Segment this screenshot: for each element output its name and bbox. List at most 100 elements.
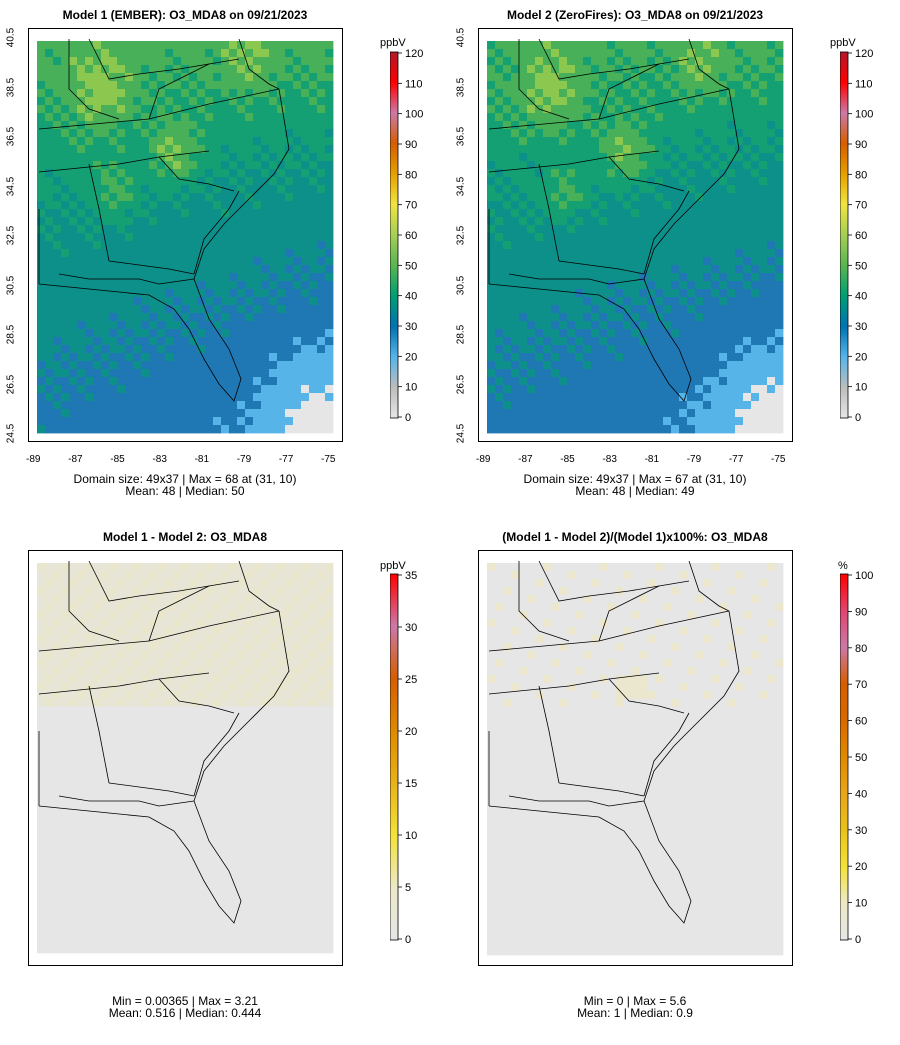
grid-cell bbox=[615, 185, 624, 194]
grid-cell bbox=[141, 305, 150, 314]
grid-cell bbox=[237, 658, 246, 667]
grid-cell bbox=[687, 97, 696, 106]
grid-cell bbox=[309, 674, 318, 683]
grid-cell bbox=[743, 345, 752, 354]
grid-cell bbox=[591, 57, 600, 66]
grid-cell bbox=[719, 177, 728, 186]
grid-cell bbox=[527, 201, 536, 210]
grid-cell bbox=[173, 281, 182, 290]
grid-cell bbox=[141, 594, 150, 604]
grid-cell bbox=[767, 121, 776, 130]
grid-cell bbox=[759, 57, 768, 66]
grid-cell bbox=[599, 353, 608, 362]
grid-cell bbox=[69, 361, 78, 370]
panel1-y-tick-label: 32.5 bbox=[5, 225, 17, 246]
grid-cell bbox=[189, 658, 198, 667]
grid-cell bbox=[535, 241, 544, 250]
grid-cell bbox=[743, 193, 752, 202]
grid-cell bbox=[221, 817, 230, 827]
grid-cell bbox=[615, 129, 624, 138]
grid-cell bbox=[663, 105, 672, 114]
grid-cell bbox=[583, 385, 592, 394]
grid-cell bbox=[527, 273, 536, 282]
grid-cell bbox=[599, 329, 608, 338]
grid-cell bbox=[301, 105, 310, 114]
grid-cell bbox=[277, 249, 286, 258]
grid-cell bbox=[751, 161, 760, 170]
grid-cell bbox=[559, 273, 568, 282]
grid-cell bbox=[727, 193, 736, 202]
grid-cell bbox=[205, 145, 214, 154]
grid-cell bbox=[487, 145, 496, 154]
grid-cell bbox=[269, 185, 278, 194]
grid-cell bbox=[149, 642, 158, 651]
panel1-colorbar-tick-label: 120 bbox=[405, 48, 423, 60]
grid-cell bbox=[149, 754, 158, 763]
grid-cell bbox=[285, 241, 294, 250]
grid-cell bbox=[293, 690, 302, 699]
grid-cell bbox=[125, 209, 134, 218]
grid-cell bbox=[679, 353, 688, 362]
grid-cell bbox=[149, 730, 158, 739]
grid-cell bbox=[325, 722, 334, 731]
grid-cell bbox=[109, 89, 118, 98]
grid-cell bbox=[189, 169, 198, 178]
grid-cell bbox=[213, 793, 222, 803]
grid-cell bbox=[37, 177, 46, 186]
grid-cell bbox=[53, 225, 62, 234]
grid-cell bbox=[591, 257, 600, 266]
grid-cell bbox=[61, 610, 70, 620]
grid-cell bbox=[711, 73, 720, 82]
grid-cell bbox=[125, 145, 134, 154]
grid-cell bbox=[631, 169, 640, 178]
grid-cell bbox=[213, 801, 222, 811]
grid-cell bbox=[695, 385, 704, 394]
grid-cell bbox=[245, 674, 254, 683]
grid-cell bbox=[93, 777, 102, 787]
grid-cell bbox=[663, 417, 672, 426]
grid-cell bbox=[229, 722, 238, 731]
grid-cell bbox=[503, 321, 512, 330]
grid-cell bbox=[655, 89, 664, 98]
grid-cell bbox=[181, 698, 190, 707]
grid-cell bbox=[775, 401, 784, 410]
grid-cell bbox=[133, 137, 142, 146]
grid-cell bbox=[93, 257, 102, 266]
grid-cell bbox=[309, 337, 318, 346]
grid-cell bbox=[61, 361, 70, 370]
grid-cell bbox=[173, 594, 182, 604]
grid-cell bbox=[293, 618, 302, 628]
grid-cell bbox=[261, 129, 270, 138]
grid-cell bbox=[735, 73, 744, 82]
grid-cell bbox=[133, 666, 142, 675]
grid-cell bbox=[575, 417, 584, 426]
grid-cell bbox=[325, 121, 334, 130]
grid-cell bbox=[551, 425, 560, 434]
grid-cell bbox=[687, 417, 696, 426]
grid-cell bbox=[85, 281, 94, 290]
grid-cell bbox=[325, 193, 334, 202]
grid-cell bbox=[109, 81, 118, 90]
grid-cell bbox=[599, 105, 608, 114]
state-boundary-line bbox=[68, 39, 120, 120]
grid-cell bbox=[45, 305, 54, 314]
grid-cell bbox=[759, 337, 768, 346]
grid-cell bbox=[61, 754, 70, 763]
grid-cell bbox=[197, 241, 206, 250]
grid-cell bbox=[325, 618, 334, 628]
grid-cell bbox=[189, 393, 198, 402]
grid-cell bbox=[269, 113, 278, 122]
grid-cell bbox=[109, 401, 118, 410]
grid-cell bbox=[543, 289, 552, 298]
grid-cell bbox=[165, 233, 174, 242]
grid-cell bbox=[205, 578, 214, 588]
grid-cell bbox=[53, 49, 62, 58]
grid-cell bbox=[93, 153, 102, 162]
grid-cell bbox=[61, 369, 70, 378]
grid-cell bbox=[647, 409, 656, 418]
grid-cell bbox=[101, 369, 110, 378]
grid-cell bbox=[583, 169, 592, 178]
grid-cell bbox=[173, 129, 182, 138]
grid-cell bbox=[181, 417, 190, 426]
grid-cell bbox=[261, 409, 270, 418]
